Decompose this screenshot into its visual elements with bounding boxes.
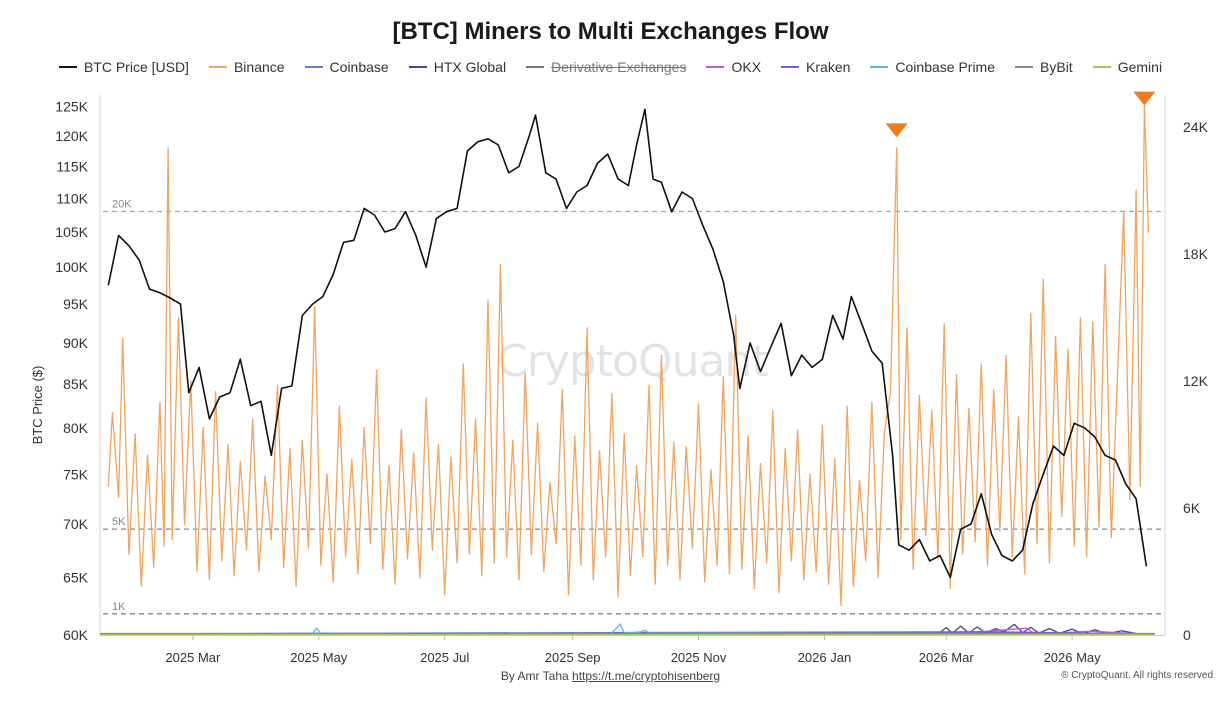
legend-item-gemini[interactable]: Gemini [1092,59,1163,75]
legend-swatch [1015,66,1034,68]
y-left-tick-label: 105K [55,224,88,240]
legend-item-kraken[interactable]: Kraken [781,59,850,75]
x-tick-label: 2026 May [1044,650,1102,665]
legend-label: Coinbase [329,59,389,75]
legend-item-binance[interactable]: Binance [208,59,285,75]
legend-label: ByBit [1040,59,1073,75]
legend-item-derivative-exchanges[interactable]: Derivative Exchanges [526,59,686,75]
y-right-tick-label: 0 [1183,627,1191,643]
legend-swatch [781,66,800,68]
y-left-tick-label: 85K [63,376,89,392]
legend-swatch [58,66,77,68]
legend-swatch [870,66,889,68]
x-tick-label: 2025 Nov [671,650,727,665]
copyright-text: ® CryptoQuant. All rights reserved [1061,670,1213,681]
chart-title: [BTC] Miners to Multi Exchanges Flow [392,18,829,45]
y-left-tick-label: 115K [56,158,88,174]
x-tick-label: 2026 Mar [919,650,975,665]
y-right-tick-label: 12K [1183,373,1209,389]
legend-label: Binance [233,59,285,75]
y-left-tick-label: 70K [63,516,89,532]
y-right-tick-label: 24K [1183,119,1209,135]
y-left-tick-label: 120K [55,128,88,144]
y-left-tick-label: 100K [55,259,88,275]
reference-label-5k: 5K [112,516,126,528]
marker-triangle-1 [885,123,908,138]
legend-swatch [408,66,427,68]
legend-item-btc-price-usd[interactable]: BTC Price [USD] [58,59,189,75]
x-tick-label: 2025 May [290,650,348,665]
credit-text: By Amr Taha [500,669,569,683]
x-tick-label: 2026 Jan [798,650,852,665]
y-left-tick-label: 125K [55,98,88,114]
legend-label: HTX Global [433,59,507,75]
legend-label: Kraken [806,59,851,75]
legend-label: Gemini [1117,59,1163,75]
y-right-tick-label: 18K [1183,246,1209,262]
legend-swatch [706,66,725,68]
legend-item-coinbase[interactable]: Coinbase [304,59,389,75]
marker-triangle-2 [1133,91,1156,106]
y-left-tick-label: 90K [63,335,89,351]
y-left-tick-label: 65K [63,569,89,585]
y-left-tick-label: 110K [56,190,88,206]
legend-label: Coinbase Prime [895,59,996,75]
footer-credit: By Amr Taha https://t.me/cryptohisenberg [0,669,1221,683]
series-line-btc-price-usd [107,108,1148,579]
y-axis-label: BTC Price ($) [30,366,45,445]
y-left-tick-label: 80K [63,420,89,436]
y-left-tick-label: 75K [63,466,89,482]
legend-item-htx-global[interactable]: HTX Global [408,59,507,75]
chart-legend: BTC Price [USD] Binance Coinbase HTX Global… [0,59,1221,75]
x-tick-label: 2025 Sep [545,650,601,665]
legend-label: BTC Price [USD] [83,59,189,75]
x-tick-label: 2025 Mar [165,650,221,665]
legend-swatch [1092,66,1111,68]
legend-item-coinbase-prime[interactable]: Coinbase Prime [870,59,995,75]
y-left-tick-label: 60K [63,627,89,643]
legend-item-okx[interactable]: OKX [706,59,761,75]
reference-label-1k: 1K [112,601,126,613]
y-left-tick-label: 95K [63,296,89,312]
reference-label-20k: 20K [112,198,132,210]
series-line-binance [107,104,1150,607]
x-tick-label: 2025 Jul [420,650,469,665]
legend-swatch [208,66,227,68]
credit-link[interactable]: https://t.me/cryptohisenberg [572,669,721,683]
legend-label: Derivative Exchanges [551,59,687,75]
y-right-tick-label: 6K [1183,500,1201,516]
legend-label: OKX [731,59,762,75]
legend-item-bybit[interactable]: ByBit [1015,59,1073,75]
series-line-coinbase-prime [99,623,1155,635]
legend-swatch [526,66,545,68]
legend-swatch [304,66,323,68]
